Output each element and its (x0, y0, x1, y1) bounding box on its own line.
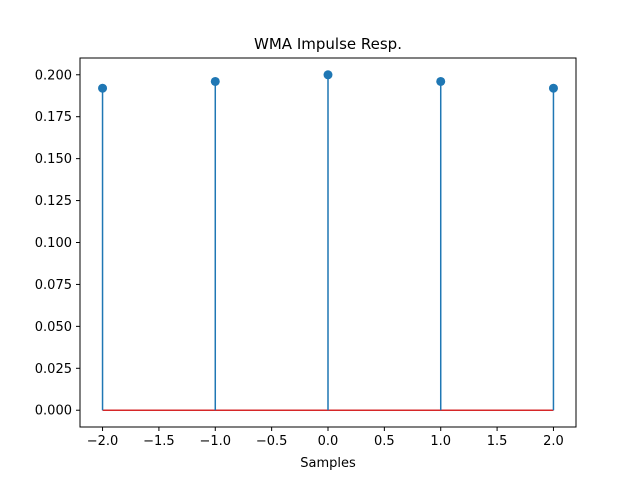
stem-marker (323, 70, 333, 80)
x-tick-label: −0.5 (256, 434, 288, 449)
y-tick-label: 0.075 (35, 278, 72, 293)
y-tick-label: 0.000 (35, 404, 72, 419)
x-tick-label: −1.5 (143, 434, 175, 449)
chart-title: WMA Impulse Resp. (254, 35, 402, 53)
x-tick-label: 1.0 (430, 434, 451, 449)
x-tick-label: −1.0 (199, 434, 231, 449)
x-axis-label: Samples (300, 456, 356, 471)
stem-marker (98, 83, 108, 93)
plot-area (79, 57, 577, 428)
x-tick-label: 0.5 (374, 434, 395, 449)
y-tick-label: 0.175 (35, 110, 72, 125)
stem-marker (548, 83, 558, 93)
y-tick-label: 0.150 (35, 152, 72, 167)
y-tick-label: 0.025 (35, 362, 72, 377)
x-tick-label: 2.0 (543, 434, 564, 449)
x-tick-label: 1.5 (487, 434, 508, 449)
x-axis-ticks: −2.0 −1.5 −1.0 −0.5 0.0 0.5 1.0 1.5 2.0 (87, 427, 564, 449)
y-tick-label: 0.100 (35, 236, 72, 251)
y-axis-ticks: 0.000 0.025 0.050 0.075 0.100 0.125 0.150 0.175… (35, 68, 80, 419)
stem-marker (210, 76, 220, 86)
y-tick-label: 0.200 (35, 68, 72, 83)
x-tick-label: −2.0 (87, 434, 119, 449)
y-tick-label: 0.125 (35, 194, 72, 209)
stem-marker (436, 76, 446, 86)
y-tick-label: 0.050 (35, 320, 72, 335)
x-tick-label: 0.0 (318, 434, 339, 449)
